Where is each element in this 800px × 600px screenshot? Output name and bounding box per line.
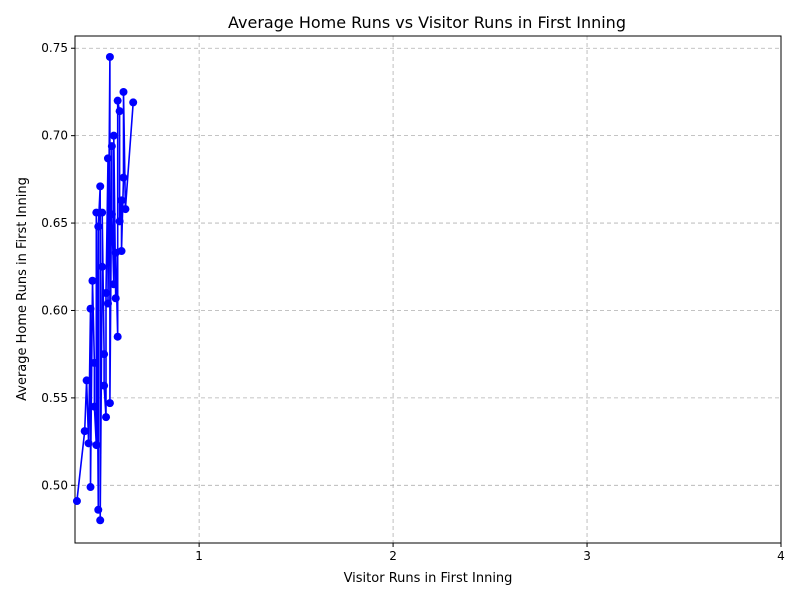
data-point — [82, 376, 91, 385]
data-point — [105, 399, 114, 408]
data-point — [96, 516, 105, 525]
data-point — [94, 222, 103, 231]
data-point — [111, 294, 120, 303]
data-point — [100, 350, 109, 359]
chart-title: Average Home Runs vs Visitor Runs in Fir… — [228, 13, 626, 32]
data-point — [109, 131, 118, 140]
data-point — [90, 358, 99, 367]
series-layer — [72, 52, 138, 525]
data-point — [102, 288, 111, 297]
data-point — [103, 299, 112, 308]
data-point — [115, 217, 124, 226]
y-axis-label: Average Home Runs in First Inning — [15, 177, 30, 401]
y-tick-label: 0.50 — [41, 478, 68, 492]
data-point — [96, 182, 105, 191]
data-point — [98, 208, 107, 217]
y-tick-label: 0.60 — [41, 303, 68, 317]
data-point — [119, 173, 128, 182]
y-tick-label: 0.70 — [41, 129, 68, 143]
data-point — [107, 210, 116, 219]
data-point — [84, 439, 93, 448]
data-point — [86, 483, 95, 492]
data-point — [94, 505, 103, 514]
data-point — [121, 205, 130, 214]
data-point — [80, 427, 89, 436]
data-point — [98, 262, 107, 271]
x-tick-label: 2 — [389, 549, 397, 563]
x-tick-label: 3 — [583, 549, 591, 563]
data-point — [113, 96, 122, 105]
data-point — [119, 87, 128, 96]
data-point — [103, 154, 112, 163]
plot-area-frame — [74, 35, 782, 544]
y-tick-label: 0.55 — [41, 391, 68, 405]
data-point — [107, 142, 116, 151]
ticks-layer: 1 2 3 4 0.50 0.55 0.60 0.65 0.70 0.75 — [41, 41, 785, 563]
data-point — [105, 52, 114, 61]
grid-layer — [75, 36, 782, 543]
data-point — [72, 497, 81, 506]
data-point — [102, 413, 111, 422]
data-point — [100, 381, 109, 390]
x-tick-label: 4 — [777, 549, 785, 563]
y-tick-label: 0.65 — [41, 216, 68, 230]
data-point — [117, 196, 126, 205]
x-axis-label: Visitor Runs in First Inning — [344, 571, 513, 586]
x-tick-label: 1 — [195, 549, 203, 563]
data-point — [109, 280, 118, 289]
y-tick-label: 0.75 — [41, 41, 68, 55]
data-point — [88, 276, 97, 285]
data-point — [86, 304, 95, 313]
data-point — [92, 208, 101, 217]
series-line — [76, 56, 134, 521]
data-point — [117, 247, 126, 256]
data-point — [115, 107, 124, 116]
data-point — [129, 98, 138, 107]
data-point — [113, 332, 122, 341]
data-point — [92, 441, 101, 450]
data-point — [90, 402, 99, 411]
